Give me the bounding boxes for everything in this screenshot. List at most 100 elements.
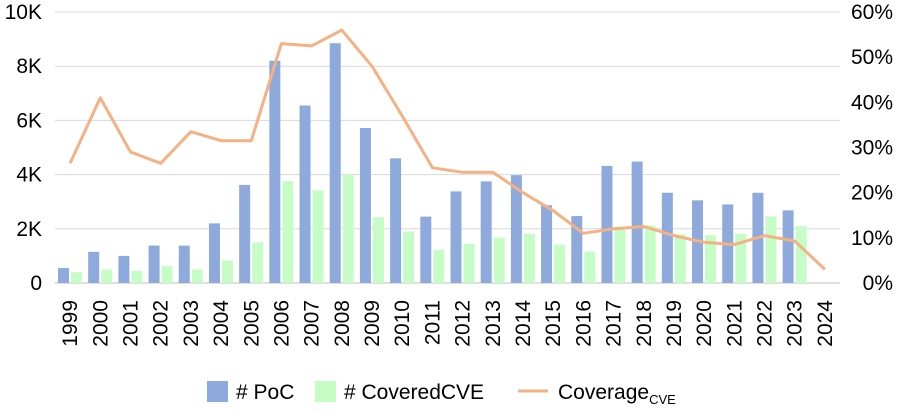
bar-coveredcve-2022 [765, 216, 777, 283]
bars [58, 43, 807, 284]
bar-coveredcve-2006 [282, 181, 294, 283]
bar-poc-2006 [269, 60, 281, 283]
legend-swatch-coveredcve [315, 381, 336, 402]
bar-poc-2008 [329, 43, 341, 283]
x-tick-label: 2004 [210, 300, 233, 347]
bar-poc-2004 [208, 223, 220, 283]
bar-coveredcve-2016 [584, 251, 596, 283]
x-tick-label: 2007 [301, 300, 324, 347]
bar-poc-2019 [661, 192, 673, 283]
coverage-line [68, 28, 826, 271]
right-axis: 0% 10% 20% 30% 40% 50% 60% [851, 1, 893, 295]
bar-poc-2001 [118, 255, 130, 283]
right-tick-label: 0% [863, 272, 893, 295]
right-tick-label: 40% [851, 91, 893, 114]
bar-coveredcve-2008 [342, 174, 354, 283]
right-tick-label: 60% [851, 1, 893, 24]
bar-coveredcve-2007 [312, 190, 324, 283]
x-tick-label: 2006 [270, 300, 293, 347]
x-tick-label: 2015 [542, 300, 565, 347]
legend-label-coveredcve: # CoveredCVE [344, 381, 484, 404]
bar-poc-2000 [88, 251, 100, 283]
x-tick-label: 2019 [663, 300, 686, 347]
x-tick-label: 2011 [421, 300, 444, 345]
bar-coveredcve-2023 [795, 226, 807, 283]
left-tick-label: 0 [30, 272, 42, 295]
legend-swatch-poc [207, 381, 228, 402]
bar-coveredcve-2017 [614, 227, 626, 283]
left-tick-label: 6K [16, 109, 42, 132]
legend-label-coverage-main: Coverage [558, 381, 649, 404]
x-tick-label: 2013 [482, 300, 505, 347]
bar-poc-2003 [178, 245, 190, 283]
left-tick-label: 2K [16, 218, 42, 241]
bar-coveredcve-2009 [372, 217, 384, 283]
bar-coveredcve-2000 [101, 269, 113, 283]
bar-poc-2002 [148, 245, 160, 283]
bar-coveredcve-2004 [221, 260, 233, 283]
legend-label-poc: # PoC [236, 381, 294, 404]
bar-poc-2014 [510, 175, 522, 283]
x-tick-label: 2012 [452, 300, 475, 347]
coverage-line-layer [68, 28, 826, 271]
left-tick-label: 10K [5, 1, 42, 24]
x-tick-label: 2001 [119, 300, 142, 347]
bar-coveredcve-2001 [131, 270, 143, 283]
x-tick-label: 2022 [754, 300, 777, 347]
bar-coveredcve-1999 [71, 272, 82, 283]
x-tick-label: 2024 [814, 300, 837, 347]
legend-label-coverage: CoverageCVE [558, 381, 676, 407]
x-tick-label: 2020 [693, 300, 716, 347]
bar-poc-2010 [390, 158, 402, 283]
bar-poc-2018 [631, 161, 643, 283]
bar-poc-2015 [541, 205, 553, 283]
legend: # PoC # CoveredCVE CoverageCVE [207, 381, 676, 407]
x-tick-label: 2014 [512, 300, 535, 347]
x-tick-label: 2009 [361, 300, 384, 347]
x-tick-label: 2017 [603, 300, 626, 347]
left-tick-label: 4K [16, 164, 42, 187]
bar-poc-2005 [239, 184, 251, 283]
bar-poc-1999 [58, 268, 69, 283]
right-tick-label: 30% [851, 137, 893, 160]
x-tick-label: 2016 [572, 300, 595, 347]
bar-coveredcve-2010 [403, 231, 415, 283]
bar-coveredcve-2020 [705, 235, 717, 283]
right-tick-label: 10% [851, 227, 893, 250]
x-tick-label: 2010 [391, 300, 414, 347]
bar-poc-2017 [601, 165, 613, 283]
left-tick-label: 8K [16, 55, 42, 78]
bar-poc-2013 [480, 181, 492, 283]
x-axis: 1999 2000 2001 2002 2003 2004 2005 2006 2007 2008… [59, 300, 837, 347]
bar-coveredcve-2019 [674, 234, 686, 283]
right-tick-label: 20% [851, 182, 893, 205]
bar-coveredcve-2005 [252, 242, 264, 283]
bar-poc-2011 [420, 216, 432, 283]
bar-coveredcve-2021 [735, 233, 747, 283]
bar-coveredcve-2014 [523, 233, 535, 283]
bar-coveredcve-2015 [554, 244, 566, 283]
x-tick-label: 2018 [633, 300, 656, 347]
x-tick-label: 2002 [150, 300, 173, 347]
left-axis: 0 2K 4K 6K 8K 10K [5, 1, 42, 295]
right-tick-label: 50% [851, 46, 893, 69]
x-tick-label: 2000 [89, 300, 112, 347]
x-tick-label: 2008 [331, 300, 354, 347]
bar-poc-2016 [571, 216, 583, 283]
bar-coveredcve-2012 [463, 243, 475, 283]
bar-poc-2009 [359, 127, 371, 283]
x-tick-label: 2023 [784, 300, 807, 347]
x-tick-label: 1999 [59, 300, 82, 347]
bar-coveredcve-2011 [433, 249, 445, 283]
bar-coveredcve-2018 [644, 225, 656, 283]
x-tick-label: 2003 [180, 300, 203, 347]
bar-poc-2012 [450, 191, 462, 283]
x-tick-label: 2021 [723, 300, 746, 347]
bar-coveredcve-2003 [191, 269, 203, 283]
bar-coveredcve-2002 [161, 266, 173, 283]
legend-label-coverage-subscript: CVE [649, 392, 676, 407]
bar-poc-2023 [782, 210, 794, 283]
bar-coveredcve-2013 [493, 237, 505, 283]
bar-poc-2007 [299, 105, 311, 284]
